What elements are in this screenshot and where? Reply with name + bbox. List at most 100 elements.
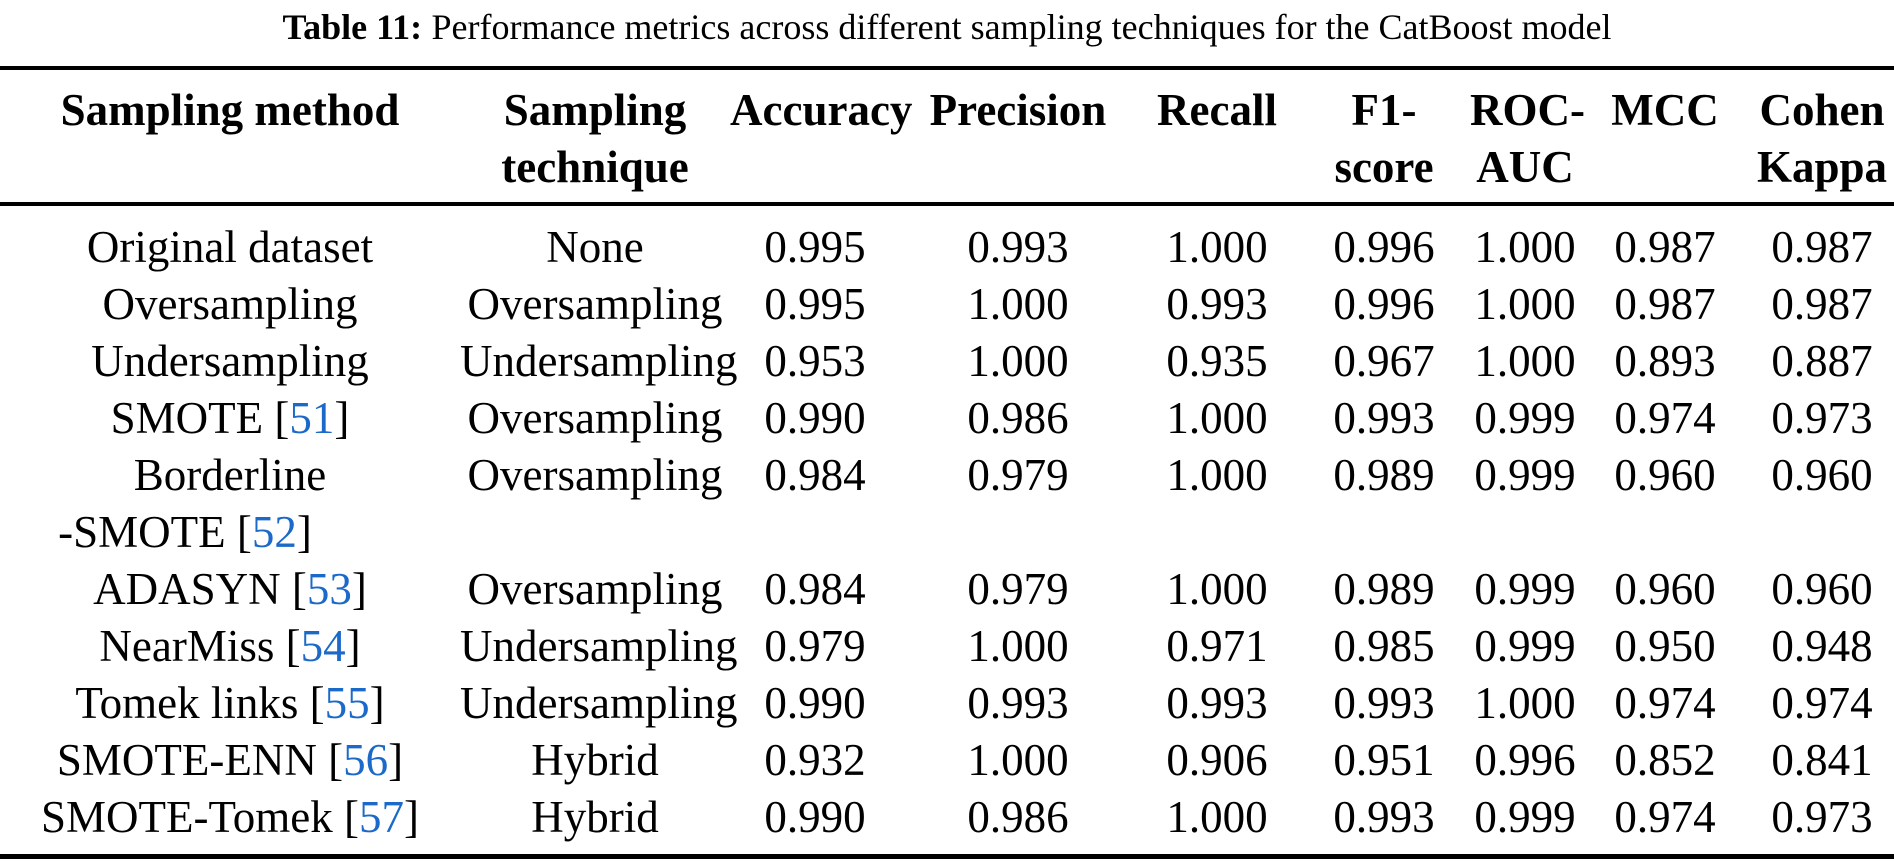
citation-link[interactable]: 52 <box>251 507 297 557</box>
accuracy-cell: 0.979 <box>764 621 866 671</box>
header-text <box>730 139 900 196</box>
recall-cell: 0.906 <box>1166 735 1268 785</box>
citation-bracket: [ <box>291 564 307 614</box>
citation-bracket: ] <box>296 507 312 557</box>
precision-cell: 1.000 <box>967 621 1069 671</box>
technique-cell: Undersampling <box>460 678 738 728</box>
roc-auc-cell: 0.999 <box>1474 450 1576 500</box>
roc-auc-cell: 0.999 <box>1474 393 1576 443</box>
col-header-precision: Precision <box>900 68 1136 206</box>
mcc-cell: 0.987 <box>1614 279 1716 329</box>
precision-cell: 0.979 <box>967 450 1069 500</box>
mcc-cell: 0.950 <box>1614 621 1716 671</box>
citation-bracket: [ <box>344 792 360 842</box>
citation-link[interactable]: 57 <box>359 792 405 842</box>
accuracy-cell: 0.984 <box>764 450 866 500</box>
roc-auc-cell: 0.996 <box>1474 735 1576 785</box>
kappa-cell: 0.948 <box>1771 621 1873 671</box>
table-body: Original dataset None 0.995 0.993 1.000 … <box>0 204 1894 857</box>
table-caption: Table 11: Performance metrics across diff… <box>0 0 1894 64</box>
method-cell: Tomek links [55] <box>0 675 460 732</box>
f1-cell: 0.996 <box>1333 279 1435 329</box>
citation-bracket: ] <box>404 792 420 842</box>
f1-cell: 0.993 <box>1333 792 1435 842</box>
kappa-cell: 0.987 <box>1771 222 1873 272</box>
col-header-roc-auc: ROC- AUC <box>1470 68 1585 206</box>
precision-cell: 0.993 <box>967 678 1069 728</box>
method-cell: Oversampling <box>0 276 460 333</box>
method-name: NearMiss <box>99 621 275 671</box>
technique-cell: Oversampling <box>467 564 723 614</box>
roc-auc-cell: 0.999 <box>1474 621 1576 671</box>
table-header: Sampling method Sampling technique Accura… <box>0 68 1894 206</box>
table-row: SMOTE [51] Oversampling 0.990 0.986 1.00… <box>0 390 1894 447</box>
technique-cell: Undersampling <box>460 621 738 671</box>
citation-link[interactable]: 55 <box>324 678 370 728</box>
precision-cell: 1.000 <box>967 336 1069 386</box>
technique-cell: Oversampling <box>467 450 723 500</box>
roc-auc-cell: 1.000 <box>1474 222 1576 272</box>
header-row: Sampling method Sampling technique Accura… <box>0 68 1894 206</box>
table-row: SMOTE-ENN [56] Hybrid 0.932 1.000 0.906 … <box>0 732 1894 789</box>
f1-cell: 0.993 <box>1333 393 1435 443</box>
citation-bracket: ] <box>388 735 404 785</box>
method-name-line2: -SMOTE [52] <box>0 504 415 561</box>
citation-link[interactable]: 51 <box>289 393 335 443</box>
citation-bracket: ] <box>369 678 385 728</box>
kappa-cell: 0.974 <box>1771 678 1873 728</box>
caption-text: Performance metrics across different sam… <box>431 7 1612 47</box>
f1-cell: 0.985 <box>1333 621 1435 671</box>
header-text: Recall <box>1157 85 1277 135</box>
accuracy-cell: 0.932 <box>764 735 866 785</box>
method-name: -SMOTE <box>58 507 226 557</box>
citation-link[interactable]: 54 <box>300 621 346 671</box>
citation-bracket: [ <box>309 678 325 728</box>
precision-cell: 0.986 <box>967 792 1069 842</box>
technique-cell: Oversampling <box>467 393 723 443</box>
method-name: Borderline <box>133 450 327 500</box>
method-cell: NearMiss [54] <box>0 618 460 675</box>
table-row: SMOTE-Tomek [57] Hybrid 0.990 0.986 1.00… <box>0 789 1894 857</box>
mcc-cell: 0.960 <box>1614 564 1716 614</box>
technique-cell: None <box>546 222 644 272</box>
f1-cell: 0.996 <box>1333 222 1435 272</box>
recall-cell: 0.993 <box>1166 279 1268 329</box>
recall-cell: 1.000 <box>1166 564 1268 614</box>
header-text: MCC <box>1611 85 1719 135</box>
col-header-accuracy: Accuracy <box>730 68 912 206</box>
f1-cell: 0.989 <box>1333 450 1435 500</box>
method-name: Undersampling <box>91 336 369 386</box>
f1-cell: 0.993 <box>1333 678 1435 728</box>
kappa-cell: 0.960 <box>1771 564 1873 614</box>
caption-label: Table 11: <box>282 7 423 47</box>
header-text: Precision <box>929 85 1107 135</box>
header-text: score <box>1334 142 1434 192</box>
technique-cell: Undersampling <box>460 336 738 386</box>
citation-link[interactable]: 53 <box>306 564 352 614</box>
method-name: SMOTE <box>110 393 264 443</box>
precision-cell: 0.993 <box>967 222 1069 272</box>
citation-bracket: [ <box>328 735 344 785</box>
col-header-recall: Recall <box>1136 68 1298 206</box>
mcc-cell: 0.974 <box>1614 792 1716 842</box>
citation-link[interactable]: 56 <box>343 735 389 785</box>
recall-cell: 1.000 <box>1166 450 1268 500</box>
f1-cell: 0.951 <box>1333 735 1435 785</box>
mcc-cell: 0.974 <box>1614 393 1716 443</box>
table-row: Undersampling Undersampling 0.953 1.000 … <box>0 333 1894 390</box>
accuracy-cell: 0.990 <box>764 678 866 728</box>
header-text: Cohen <box>1759 85 1885 135</box>
roc-auc-cell: 0.999 <box>1474 792 1576 842</box>
kappa-cell: 0.987 <box>1771 279 1873 329</box>
citation-bracket: ] <box>345 621 361 671</box>
method-cell: SMOTE-ENN [56] <box>0 732 460 789</box>
header-text <box>1580 139 1750 196</box>
precision-cell: 0.979 <box>967 564 1069 614</box>
header-text: Sampling <box>503 85 687 135</box>
kappa-cell: 0.887 <box>1771 336 1873 386</box>
metrics-table: Sampling method Sampling technique Accura… <box>0 66 1894 859</box>
citation-bracket: [ <box>274 393 290 443</box>
header-text <box>1136 139 1298 196</box>
col-header-sampling-technique: Sampling technique <box>460 68 730 206</box>
recall-cell: 1.000 <box>1166 222 1268 272</box>
